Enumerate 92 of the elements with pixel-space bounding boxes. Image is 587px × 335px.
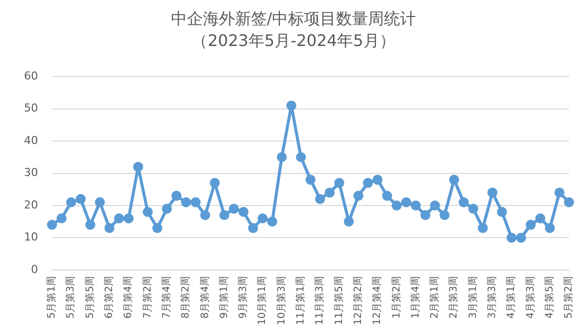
point	[496, 206, 507, 217]
point	[449, 174, 460, 185]
point	[306, 174, 316, 185]
point	[152, 223, 162, 234]
point	[104, 223, 114, 234]
point	[46, 220, 57, 230]
point	[420, 210, 430, 220]
point	[238, 206, 248, 217]
point	[458, 197, 469, 208]
point	[324, 188, 335, 198]
point	[219, 210, 230, 220]
x-tick-label: 7月第2周	[141, 276, 154, 319]
chart-subtitle: （2023年5月-2024年5月）	[190, 30, 396, 52]
y-tick-label: 20	[24, 198, 38, 212]
point	[362, 178, 373, 188]
point	[344, 216, 354, 227]
point	[124, 213, 134, 224]
x-tick-label: 10月第1周	[256, 276, 268, 326]
y-tick-label: 60	[24, 69, 38, 82]
point	[190, 197, 201, 208]
point	[66, 197, 76, 208]
x-tick-label: 1月第2周	[390, 276, 402, 319]
point	[478, 223, 488, 234]
x-tick-label: 11月第1周	[294, 276, 307, 326]
point	[315, 194, 326, 204]
x-tick-label: 8月第2周	[180, 276, 192, 319]
point	[392, 200, 402, 210]
x-tick-label: 2月第3周	[448, 276, 460, 319]
x-tick-label: 9月第3周	[237, 276, 250, 319]
y-tick-label: 50	[24, 102, 38, 115]
point	[506, 232, 517, 243]
point	[142, 206, 153, 217]
x-tick-label: 3月第1周	[466, 276, 479, 319]
x-tick-label: 5月第2周	[562, 276, 575, 319]
y-tick-label: 40	[24, 134, 38, 147]
y-tick-label: 0	[30, 262, 38, 276]
point	[200, 210, 210, 220]
point	[94, 197, 105, 208]
point	[76, 194, 86, 204]
point	[535, 213, 546, 224]
point	[181, 197, 192, 208]
x-tick-label: 11月第3周	[314, 276, 326, 326]
y-tick-label: 30	[24, 166, 38, 180]
x-tick-label: 5月第5周	[84, 276, 96, 319]
point	[526, 220, 536, 230]
x-tick-label: 6月第2周	[103, 276, 116, 319]
x-tick-label: 12月第2周	[352, 276, 364, 326]
x-tick-label: 1月第4周	[409, 276, 422, 319]
point	[267, 216, 278, 227]
point	[210, 178, 220, 188]
x-tick-label: 2月第1周	[428, 276, 441, 319]
point	[228, 204, 239, 214]
x-tick-label: 4月第1周	[505, 276, 518, 319]
x-tick-label: 11月第5周	[332, 276, 345, 326]
point	[468, 204, 478, 214]
point	[544, 223, 555, 234]
point	[162, 204, 172, 214]
point	[276, 152, 287, 162]
x-tick-label: 12月第4周	[371, 276, 384, 326]
x-tick-label: 8月第4周	[198, 276, 211, 319]
point	[56, 213, 67, 224]
point	[516, 232, 526, 243]
x-tick-label: 4月第5周	[543, 276, 556, 319]
point	[286, 100, 296, 111]
point	[564, 197, 574, 208]
point	[487, 188, 498, 198]
x-tick-label: 7月第4周	[160, 276, 172, 319]
point	[382, 190, 392, 201]
point	[410, 200, 421, 210]
x-tick-label: 3月第3周	[486, 276, 498, 319]
x-tick-label: 5月第1周	[46, 276, 58, 319]
point	[85, 220, 96, 230]
x-tick-label: 6月第4周	[122, 276, 134, 319]
point	[248, 223, 258, 234]
point	[430, 200, 440, 210]
point	[353, 190, 364, 201]
x-tick-label: 4月第3周	[524, 276, 536, 319]
x-tick-label: 5月第3周	[64, 276, 77, 319]
point	[372, 174, 383, 185]
point	[554, 188, 564, 198]
point	[258, 213, 268, 224]
point	[114, 213, 124, 224]
point	[334, 178, 344, 188]
point	[440, 210, 450, 220]
x-tick-label: 9月第1周	[218, 276, 230, 319]
y-tick-label: 10	[24, 230, 38, 244]
point	[296, 152, 306, 162]
point	[171, 190, 182, 201]
point	[401, 197, 412, 208]
x-tick-label: 10月第3周	[275, 276, 288, 326]
chart-title: 中企海外新签/中标项目数量周统计	[170, 8, 418, 30]
point	[133, 162, 144, 172]
